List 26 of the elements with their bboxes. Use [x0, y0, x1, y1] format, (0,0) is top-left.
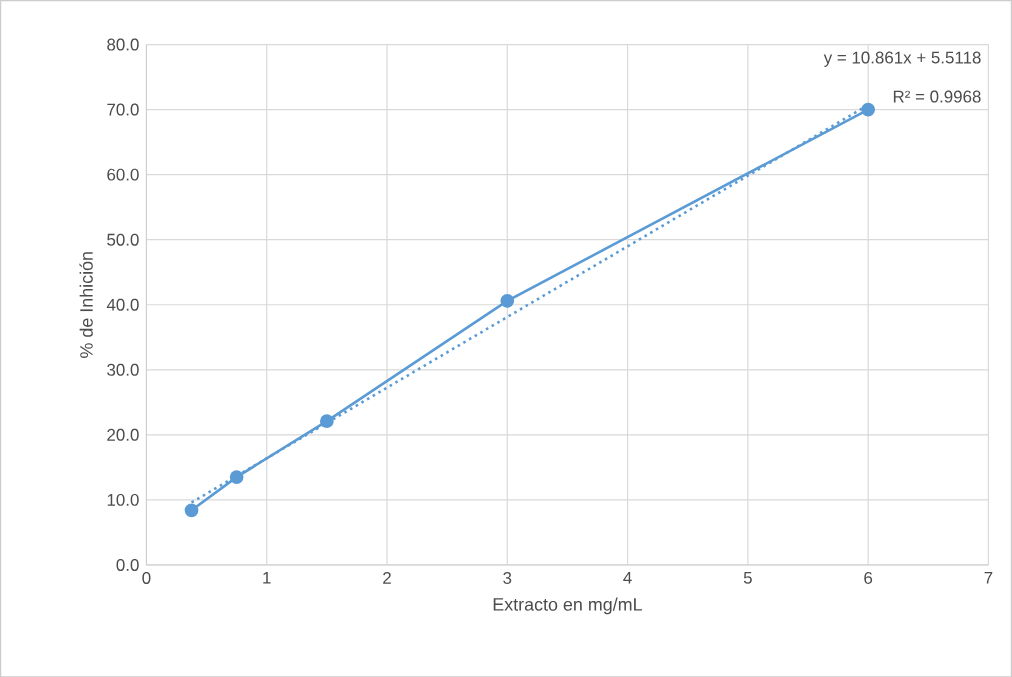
annotation: y = 10.861x + 5.5118 [823, 51, 981, 67]
y-tick-label: 60.0 [107, 168, 139, 181]
x-tick-label: 3 [503, 571, 512, 584]
annotation: R² = 0.9968 [893, 90, 981, 103]
x-tick-label: 0 [142, 571, 151, 584]
y-tick-label: 0.0 [116, 558, 139, 571]
y-tick-label: 70.0 [107, 103, 139, 116]
y-tick-label: 30.0 [107, 363, 139, 376]
point [229, 470, 244, 484]
x-tick-label: 7 [984, 571, 993, 584]
x-axis-title: Extracto en mg/mL [493, 597, 642, 615]
point [500, 293, 515, 308]
point [319, 414, 334, 428]
x-tick-label: 2 [383, 571, 391, 584]
point [184, 503, 199, 517]
y-axis-title: % de Inhición [79, 251, 93, 358]
y-tick-label: 10.0 [107, 493, 139, 506]
y-tick-label: 40.0 [106, 298, 139, 311]
x-tick-label: 4 [623, 571, 632, 584]
y-tick-label: 80.0 [107, 38, 139, 51]
x-tick-label: 1 [263, 571, 271, 584]
point [861, 102, 876, 117]
y-tick-label: 20.0 [107, 428, 139, 441]
x-tick-label: 5 [743, 571, 752, 584]
y-tick-label: 50.0 [107, 233, 139, 246]
x-tick-label: 6 [864, 571, 873, 584]
